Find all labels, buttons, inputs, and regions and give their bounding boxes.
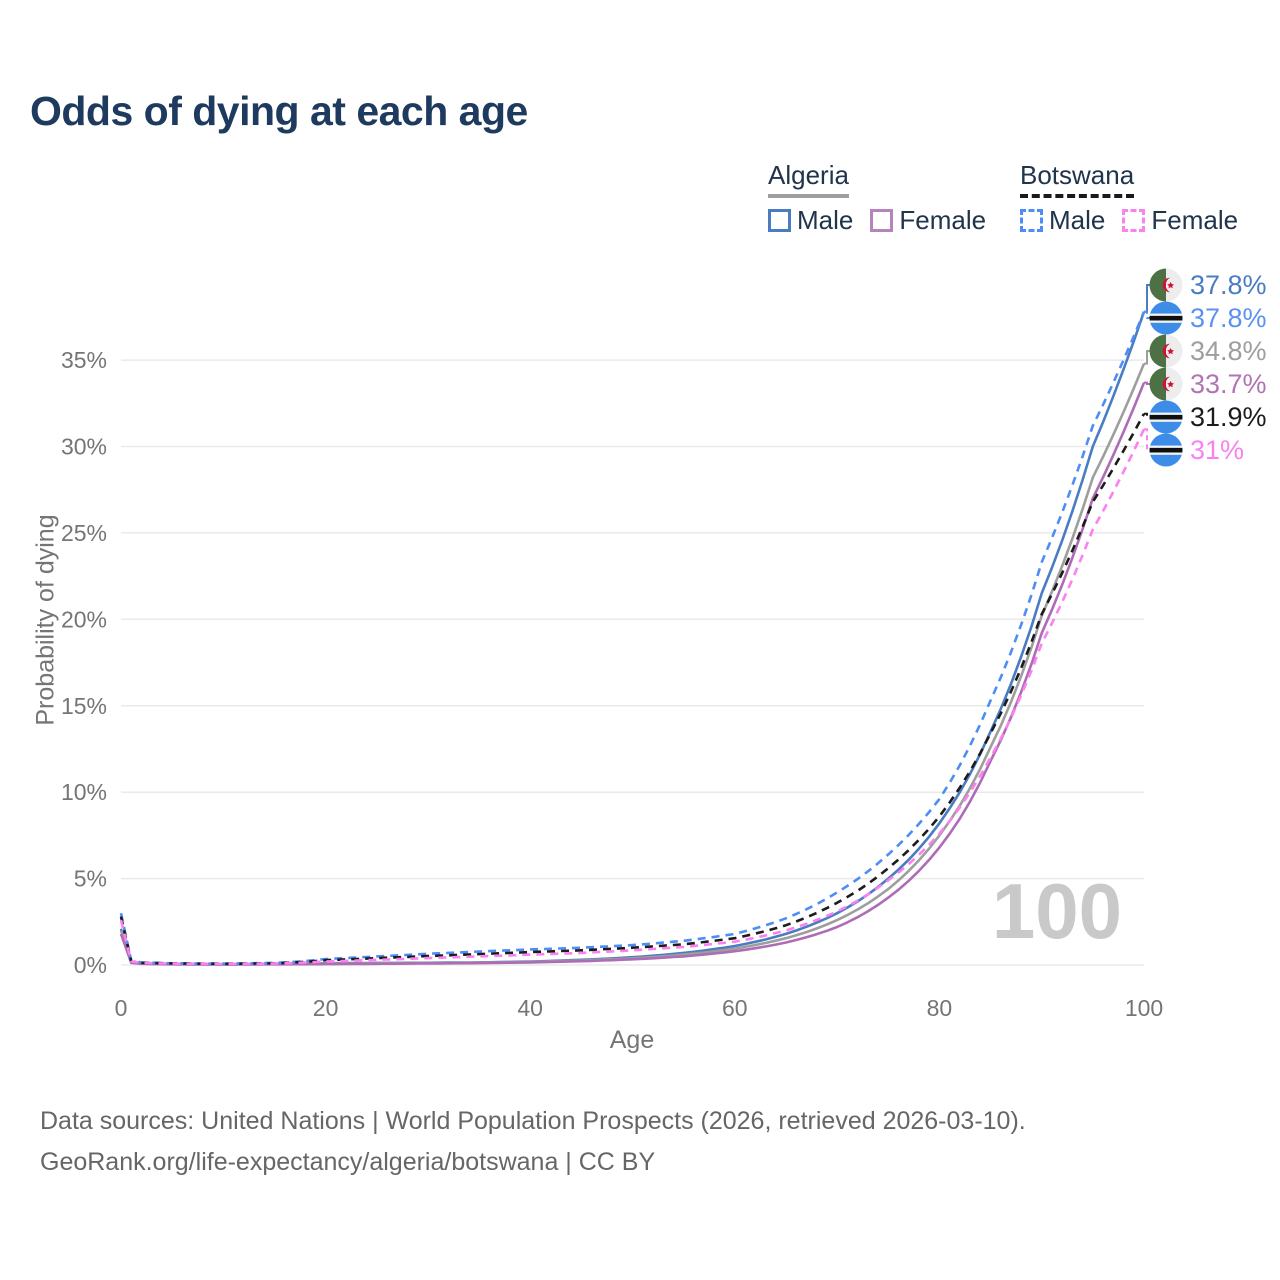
legend-swatch-botswana-female [1122,208,1146,232]
legend-swatch-algeria-male [768,208,791,232]
leader-line-algeria [1144,350,1151,365]
end-label-algeria-male: 37.8% [1149,268,1267,302]
legend-header-algeria[interactable]: Algeria [768,161,849,199]
algeria-flag-icon [1149,268,1183,302]
legend-item-label: Female [1151,205,1239,236]
y-tick-label-15: 15% [61,693,107,719]
x-tick-label-60: 60 [722,995,748,1021]
y-tick-label-5: 5% [74,866,107,892]
legend-item-label: Male [797,205,854,236]
legend-swatch-botswana-male [1020,208,1043,232]
legend-item-botswana-female[interactable]: Female [1122,207,1238,233]
series-line-botswana-male [119,311,1146,965]
botswana-flag-icon [1149,433,1183,467]
legend-group-botswana: Botswana Male Female [1020,161,1238,233]
y-tick-label-35: 35% [61,347,107,373]
y-tick-label-25: 25% [61,520,107,546]
end-label-algeria: 34.8% [1149,334,1267,368]
algeria-flag-icon [1149,367,1183,401]
page-title: Odds of dying at each age [30,88,528,134]
end-label-algeria-female: 33.7% [1149,367,1267,401]
leader-line-algeria-female [1144,381,1151,385]
end-label-botswana-male: 37.8% [1149,301,1267,335]
y-tick-label-0: 0% [74,952,107,978]
legend-swatch-algeria-female [870,208,894,232]
legend-item-label: Male [1049,205,1106,236]
end-label-value-botswana-female: 31% [1190,435,1245,465]
end-label-value-algeria: 34.8% [1190,336,1267,366]
x-tick-label-80: 80 [927,995,953,1021]
y-tick-label-10: 10% [61,779,107,805]
legend: Algeria Male Female Botswana Male Female [0,0,1280,250]
end-label-value-botswana: 31.9% [1190,402,1267,432]
series-line-algeria-female [119,382,1146,966]
legend-item-algeria-female[interactable]: Female [870,207,986,233]
leader-line-botswana-male [1144,310,1151,319]
series-line-botswana [119,413,1146,966]
x-tick-label-100: 100 [1125,995,1163,1021]
footer: Data sources: United Nations | World Pop… [40,1101,1026,1183]
x-tick-label-20: 20 [313,995,339,1021]
footer-attribution: GeoRank.org/life-expectancy/algeria/bots… [40,1148,656,1176]
legend-header-botswana[interactable]: Botswana [1020,161,1135,199]
botswana-flag-icon [1149,301,1183,335]
end-label-botswana-female: 31% [1149,433,1244,467]
series-line-algeria-male [119,311,1146,966]
series-line-botswana-female [119,428,1146,966]
leader-line-botswana-female [1144,428,1151,451]
legend-item-label: Female [899,205,987,236]
legend-item-botswana-male[interactable]: Male [1020,207,1105,233]
legend-item-algeria-male[interactable]: Male [768,207,853,233]
footer-data-sources: Data sources: United Nations | World Pop… [40,1107,1026,1135]
algeria-flag-icon [1149,334,1183,368]
x-tick-label-40: 40 [517,995,543,1021]
y-tick-label-30: 30% [61,434,107,460]
series-line-algeria [119,363,1146,966]
x-axis-title: Age [609,1026,655,1054]
legend-group-algeria: Algeria Male Female [768,161,986,233]
age-counter-watermark: 100 [991,867,1122,955]
leader-line-botswana [1144,412,1151,418]
x-tick-label-0: 0 [115,995,128,1021]
y-tick-label-20: 20% [61,606,107,632]
end-label-botswana: 31.9% [1149,400,1267,434]
botswana-flag-icon [1149,400,1183,434]
end-label-value-algeria-male: 37.8% [1190,270,1267,300]
end-label-value-algeria-female: 33.7% [1190,369,1267,399]
end-label-value-botswana-male: 37.8% [1190,303,1267,333]
